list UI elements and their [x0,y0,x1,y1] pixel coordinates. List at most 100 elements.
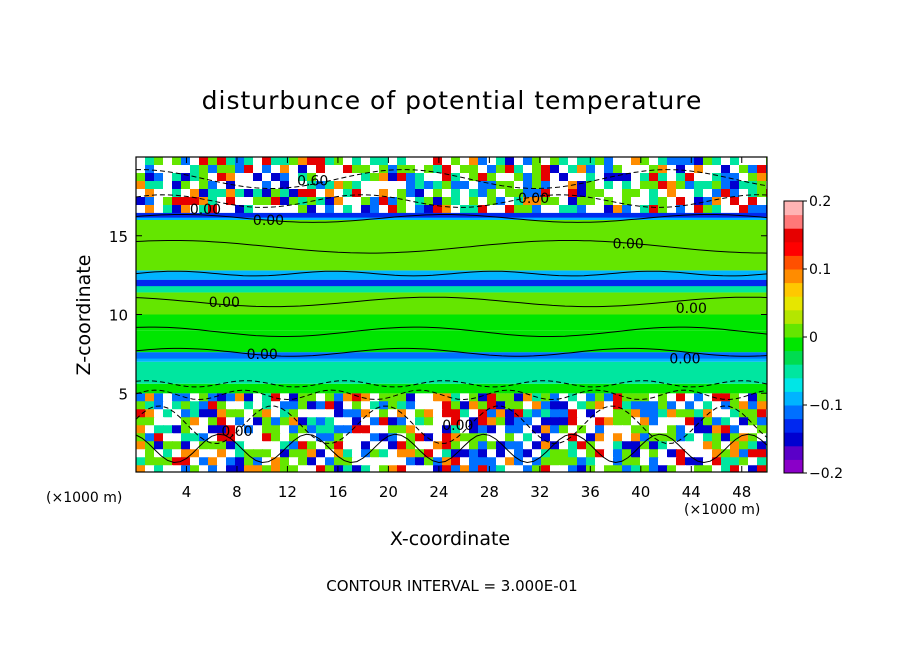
field-cell [226,165,236,174]
field-cell [514,173,524,182]
field-cell [748,449,758,459]
colorbar-swatch [784,405,803,420]
colorbar-swatch [784,377,803,392]
field-cell [667,401,677,411]
field-cell [631,393,641,403]
field-cell [523,393,533,403]
field-cell [163,393,173,403]
field-cell [253,157,263,166]
field-cell [307,409,317,419]
field-cell [361,449,371,459]
field-cell [505,409,515,419]
field-cell [298,401,308,411]
field-cell [748,433,758,443]
field-cell [559,449,569,459]
field-cell [199,425,209,435]
field-cell [577,181,587,190]
field-cell [361,181,371,190]
field-cell [649,401,659,411]
field-cell [379,465,389,472]
field-cell [685,449,695,459]
field-cell [424,173,434,182]
field-cell [307,189,317,198]
field-cell [199,441,209,451]
field-cell [685,409,695,419]
field-cell [352,165,362,174]
field-cell [217,401,227,411]
field-cell [307,165,317,174]
field-cell [361,457,371,467]
field-cell [262,205,272,214]
field-cell [478,409,488,419]
field-cell [235,425,245,435]
field-cell [361,401,371,411]
field-cell [199,181,209,190]
field-cell [568,433,578,443]
field-cell [325,189,335,198]
field-cell [739,157,749,166]
field-cell [730,157,740,166]
field-cell [712,409,722,419]
field-cell [676,433,686,443]
field-cell [739,181,749,190]
field-cell [370,449,380,459]
field-cell [199,401,209,411]
field-cell [631,165,641,174]
field-cell [469,157,479,166]
field-cell [154,197,164,206]
field-cell [262,197,272,206]
field-cell [442,157,452,166]
field-cell [190,197,200,206]
field-cell [235,417,245,427]
field-cell [730,181,740,190]
field-cell [298,409,308,419]
field-cell [685,173,695,182]
field-cell [613,173,623,182]
field-cell [631,157,641,166]
field-cell [631,401,641,411]
field-cell [334,465,344,472]
field-cell [136,157,146,166]
field-cell [433,197,443,206]
field-cell [397,441,407,451]
field-cell [406,189,416,198]
field-cell [433,205,443,214]
x-tick-label: 4 [182,483,192,501]
field-cell [325,441,335,451]
field-cell [442,197,452,206]
field-cell [685,457,695,467]
field-cell [424,433,434,443]
field-cell [460,393,470,403]
field-cell [280,425,290,435]
contour-line [136,405,767,445]
field-cell [631,409,641,419]
field-cell [370,441,380,451]
field-cell [145,449,155,459]
field-cell [316,173,326,182]
field-cell [694,465,704,472]
field-cell [649,165,659,174]
y-tick-label: 5 [118,385,128,403]
field-cell [523,173,533,182]
field-cell [496,417,506,427]
field-cell [604,165,614,174]
field-cell [505,401,515,411]
field-cell [694,205,704,214]
field-cell [253,433,263,443]
field-cell [145,165,155,174]
field-cell [532,433,542,443]
field-cell [451,465,461,472]
field-cell [694,449,704,459]
field-cell [145,409,155,419]
field-cell [370,197,380,206]
field-cell [244,465,254,472]
field-cell [640,197,650,206]
field-cell [595,157,605,166]
field-cell [172,157,182,166]
field-cell [379,441,389,451]
field-cell [613,393,623,403]
field-cell [442,393,452,403]
contour-lines: 0.00 0.00 0.00 0.00 0.00 0.00 0.00 0.00 0.00 0.60… [136,169,767,464]
field-cell [676,197,686,206]
field-cell [613,197,623,206]
